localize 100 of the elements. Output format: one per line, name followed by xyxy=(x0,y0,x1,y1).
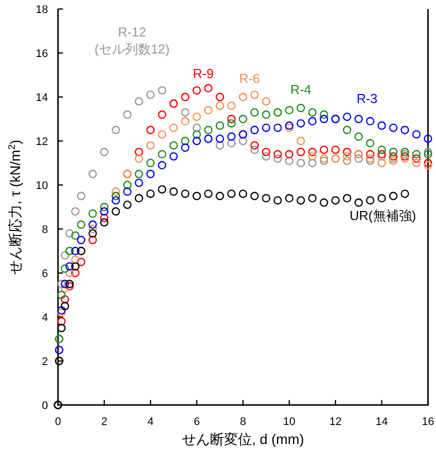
point xyxy=(320,156,328,165)
point xyxy=(88,220,97,229)
point xyxy=(180,117,190,126)
point xyxy=(320,154,328,163)
point xyxy=(308,152,317,161)
point xyxy=(57,290,66,300)
point xyxy=(216,192,224,200)
point xyxy=(60,251,70,260)
point xyxy=(180,92,190,102)
point xyxy=(180,143,190,152)
point xyxy=(60,295,70,304)
point xyxy=(146,126,155,134)
point xyxy=(262,110,270,119)
point xyxy=(227,190,236,198)
point xyxy=(296,119,306,128)
y-tick-label: 14 xyxy=(36,92,48,104)
point xyxy=(308,108,317,117)
point xyxy=(366,196,374,205)
point xyxy=(331,146,340,154)
point xyxy=(192,130,201,139)
point xyxy=(378,150,386,158)
point xyxy=(273,154,282,163)
y-tick-label: 8 xyxy=(42,224,48,236)
point xyxy=(262,148,270,156)
point xyxy=(400,190,410,198)
point xyxy=(134,148,144,156)
point xyxy=(123,200,132,209)
point xyxy=(412,154,421,163)
x-tick-label: 0 xyxy=(54,416,62,428)
point xyxy=(285,194,294,202)
y-tick-label: 10 xyxy=(36,180,48,192)
point xyxy=(169,187,178,196)
point xyxy=(366,156,374,165)
point xyxy=(250,108,259,117)
point xyxy=(88,224,97,234)
point xyxy=(146,141,155,150)
point xyxy=(192,124,201,132)
point xyxy=(378,158,386,168)
point xyxy=(76,236,86,244)
point xyxy=(412,150,421,158)
point xyxy=(123,110,132,119)
point xyxy=(123,180,132,190)
point xyxy=(100,214,108,222)
x-tick-label: 2 xyxy=(101,416,108,428)
point xyxy=(378,152,386,161)
point xyxy=(366,154,374,163)
point xyxy=(424,148,432,156)
point xyxy=(65,262,74,271)
point xyxy=(216,121,224,130)
point xyxy=(134,178,144,187)
point xyxy=(296,104,306,112)
point xyxy=(100,148,108,156)
point xyxy=(273,150,282,158)
point xyxy=(285,106,294,114)
point xyxy=(192,192,201,200)
point xyxy=(342,126,352,134)
point xyxy=(285,121,294,130)
point xyxy=(262,97,270,106)
point xyxy=(308,194,317,202)
point xyxy=(57,317,66,326)
point xyxy=(57,324,66,332)
x-tick-label: 6 xyxy=(194,416,200,428)
point xyxy=(378,194,386,202)
series-label: R-3 xyxy=(356,90,378,106)
point xyxy=(262,124,270,132)
point xyxy=(400,126,410,134)
point xyxy=(238,136,248,146)
point xyxy=(250,146,259,154)
point xyxy=(57,280,66,288)
point xyxy=(134,170,144,178)
point xyxy=(285,124,294,132)
x-tick-label: 4 xyxy=(147,416,154,428)
point xyxy=(71,207,80,216)
point xyxy=(158,110,166,119)
point xyxy=(342,194,352,202)
point xyxy=(88,170,97,178)
point xyxy=(378,146,386,154)
point xyxy=(192,86,201,95)
point xyxy=(320,110,328,119)
point xyxy=(262,194,270,202)
point xyxy=(424,158,432,168)
point xyxy=(65,280,74,288)
point xyxy=(250,90,259,99)
point xyxy=(389,148,398,156)
series-label: R-4 xyxy=(290,82,312,97)
point xyxy=(60,302,70,310)
point xyxy=(400,148,410,156)
point xyxy=(146,158,155,168)
point xyxy=(320,146,328,154)
point xyxy=(424,161,432,170)
point xyxy=(227,114,236,124)
point xyxy=(216,141,224,150)
point xyxy=(227,102,236,110)
point xyxy=(158,150,166,158)
point xyxy=(169,141,178,150)
y-tick-label: 16 xyxy=(36,48,48,60)
x-tick-label: 10 xyxy=(283,416,296,428)
point xyxy=(76,192,86,200)
point xyxy=(389,192,398,200)
point xyxy=(250,192,259,200)
